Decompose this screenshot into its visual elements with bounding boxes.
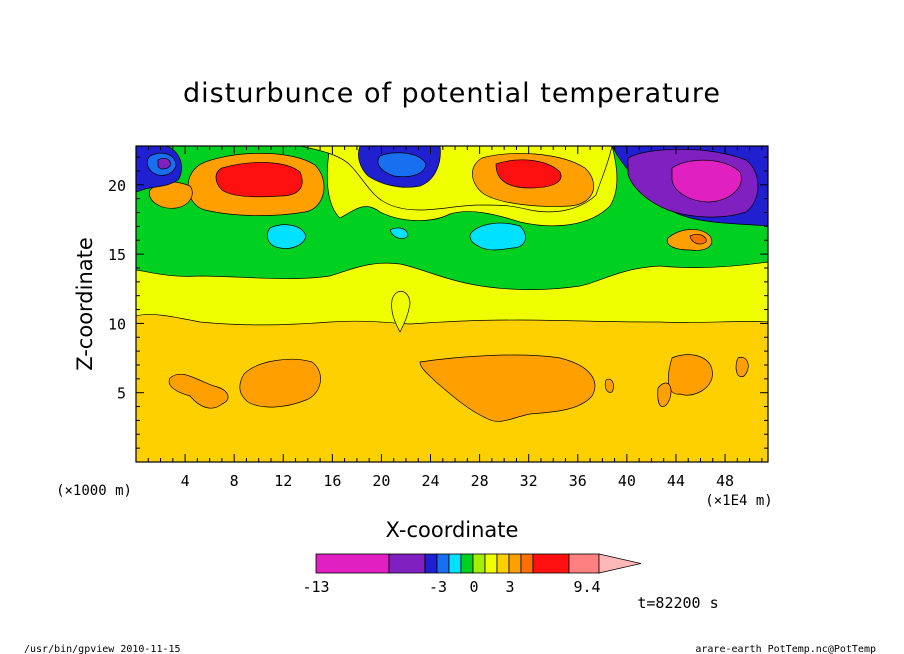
y-tick-label: 15: [108, 246, 126, 264]
x-axis: 4 8 12 16 20 24 28 32 36 40 44 48: [147, 146, 763, 490]
colorbar-segment: [460, 553, 474, 574]
colorbar: [315, 553, 642, 574]
colorbar-segment: [315, 553, 390, 574]
colorbar-segment: [568, 553, 600, 574]
contour-magenta-top-right: [671, 159, 742, 203]
footer-right-note: arare-earth_PotTemp.nc@PotTemp: [695, 644, 876, 654]
x-tick-label: 36: [569, 472, 587, 490]
x-tick-label: 8: [230, 472, 239, 490]
x-tick-label: 28: [471, 472, 489, 490]
x-tick-label: 48: [716, 472, 734, 490]
contour-blob-low-center: [419, 354, 596, 422]
contour-blob-low-left2: [239, 358, 321, 408]
contour-cyan-center: [469, 222, 526, 251]
contour-red-core-left: [215, 162, 303, 198]
contour-blue-core-center: [377, 152, 427, 178]
y-axis: 5 10 15 20: [108, 156, 768, 449]
colorbar-segment: [484, 553, 498, 574]
time-label: t=82200 s: [637, 594, 718, 612]
colorbar-segment: [520, 553, 534, 574]
colorbar-tick-label: 3: [505, 578, 514, 596]
contour-field: [136, 146, 768, 462]
chart-title: disturbunce of potential temperature: [183, 78, 721, 109]
colorbar-segment: [496, 553, 510, 574]
y-axis-label: Z-coordinate: [73, 237, 97, 371]
x-tick-label: 44: [667, 472, 685, 490]
x-tick-label: 4: [181, 472, 190, 490]
colorbar-tick-label: 9.4: [573, 578, 600, 596]
colorbar-tick-labels: -13 -3 0 3 9.4: [302, 578, 600, 596]
contour-blob-small: [604, 378, 614, 393]
x-tick-label: 12: [274, 472, 292, 490]
x-axis-label: X-coordinate: [386, 518, 519, 542]
colorbar-segment: [472, 553, 486, 574]
x-tick-label: 20: [372, 472, 390, 490]
y-tick-label: 10: [108, 315, 126, 333]
x-tick-label: 16: [323, 472, 341, 490]
colorbar-segment: [424, 553, 438, 574]
x-tick-label: 24: [421, 472, 439, 490]
contour-blob-low-right2: [657, 382, 672, 407]
footer-left-note: /usr/bin/gpview 2010-11-15: [24, 644, 181, 654]
y-unit-label: (×1000 m): [56, 483, 132, 499]
x-tick-label: 40: [618, 472, 636, 490]
y-tick-label: 5: [117, 385, 126, 403]
contour-cyan-left: [266, 224, 307, 249]
contour-orange-lower-right-core: [689, 234, 707, 245]
contour-blob-low-left: [168, 373, 229, 409]
colorbar-segment: [532, 553, 570, 574]
x-tick-label: 32: [520, 472, 538, 490]
contour-red-core-right: [495, 159, 562, 189]
colorbar-segment: [436, 553, 450, 574]
colorbar-tick-label: 0: [469, 578, 478, 596]
colorbar-tick-label: -13: [302, 578, 329, 596]
contour-purple-top-left: [157, 158, 171, 170]
colorbar-tick-label: -3: [429, 578, 447, 596]
x-unit-label: (×1E4 m): [705, 493, 772, 509]
colorbar-segment: [388, 553, 426, 574]
colorbar-arrow: [598, 553, 642, 574]
colorbar-segment: [508, 553, 522, 574]
contour-yellow-pillar: [391, 291, 411, 333]
y-tick-label: 20: [108, 177, 126, 195]
contour-blob-low-right3: [735, 356, 749, 378]
contour-cyan-small: [389, 227, 409, 239]
colorbar-segment: [448, 553, 462, 574]
plot-frame: [135, 145, 769, 463]
